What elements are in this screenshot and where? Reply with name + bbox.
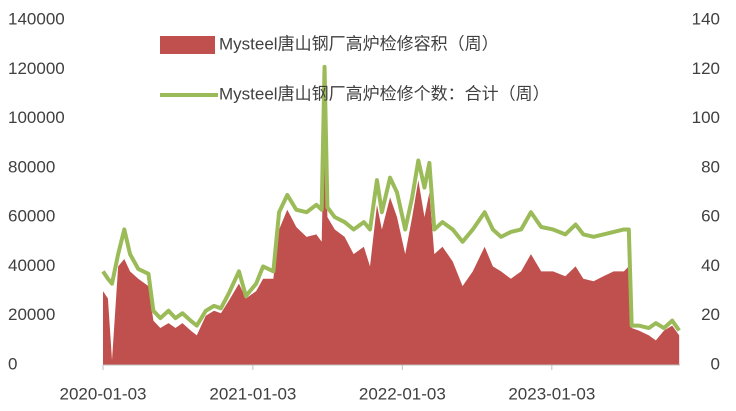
y2-tick-label: 0	[711, 354, 720, 373]
y-tick-label: 60000	[8, 207, 55, 226]
y2-tick-label: 60	[701, 207, 720, 226]
y-tick-label: 120000	[8, 59, 65, 78]
area-series	[103, 106, 680, 365]
y-tick-label: 100000	[8, 108, 65, 127]
y2-tick-label: 140	[692, 9, 720, 28]
line-series	[101, 64, 681, 332]
y2-tick-label: 20	[701, 305, 720, 324]
y2-tick-label: 120	[692, 59, 720, 78]
y-tick-label: 40000	[8, 256, 55, 275]
legend-label: Mysteel唐山钢厂高炉检修个数：合计（周）	[219, 83, 550, 103]
x-tick-label: 2020-01-03	[60, 384, 147, 403]
y-tick-label: 80000	[8, 157, 55, 176]
y2-tick-label: 80	[701, 157, 720, 176]
y2-tick-label: 100	[692, 108, 720, 127]
x-tick-label: 2022-01-03	[359, 384, 446, 403]
x-tick-label: 2021-01-03	[209, 384, 296, 403]
y-tick-label: 140000	[8, 9, 65, 28]
x-tick-label: 2023-01-03	[508, 384, 595, 403]
y-tick-label: 0	[8, 354, 17, 373]
y2-tick-label: 40	[701, 256, 720, 275]
legend-label: Mysteel唐山钢厂高炉检修容积（周）	[219, 33, 499, 53]
y-tick-label: 20000	[8, 305, 55, 324]
legend-swatch	[160, 36, 215, 54]
